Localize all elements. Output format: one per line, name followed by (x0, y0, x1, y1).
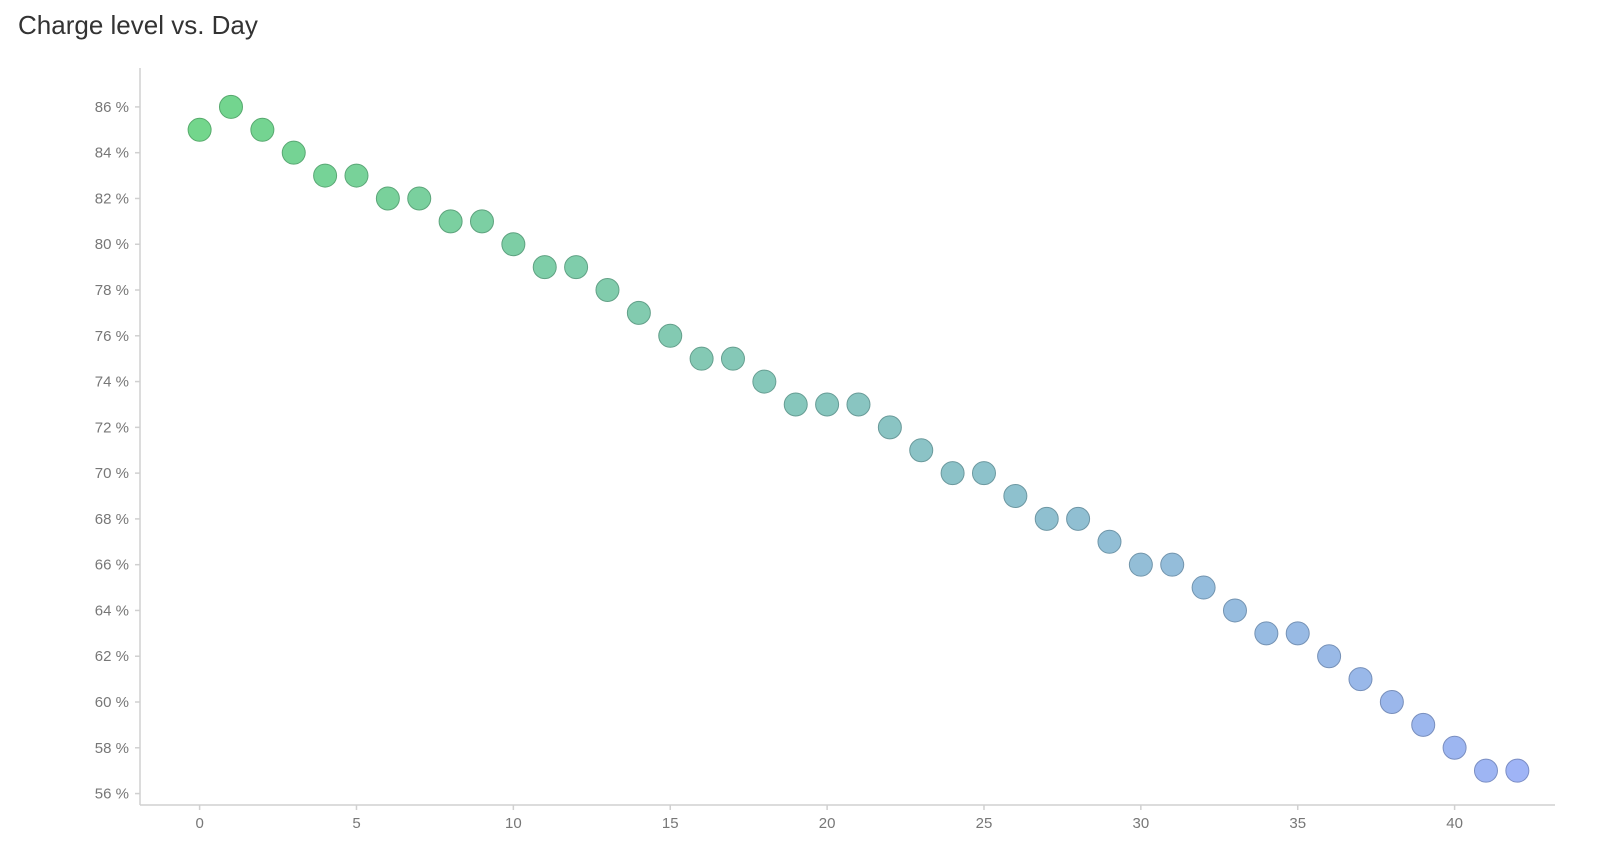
y-tick-label: 82 % (95, 190, 129, 207)
y-tick-label: 62 % (95, 648, 129, 665)
y-tick-label: 60 % (95, 694, 129, 711)
x-tick-label: 25 (976, 815, 993, 832)
data-point (846, 392, 871, 417)
tick-labels: 56 % 58 % 60 % 62 % 64 % 66 % 68 % 70 % 72 % 74 %… (95, 99, 1463, 832)
y-tick-label: 74 % (95, 374, 129, 391)
data-point (752, 369, 777, 394)
data-point (250, 117, 275, 142)
data-point (532, 255, 557, 280)
data-point (1285, 621, 1310, 646)
data-point (595, 278, 620, 303)
x-tick-label: 30 (1133, 815, 1150, 832)
data-point (815, 392, 840, 417)
data-point (1254, 621, 1279, 646)
axes (135, 68, 1555, 810)
data-point (375, 186, 400, 211)
data-point (1034, 506, 1059, 531)
chart-title: Charge level vs. Day (18, 10, 258, 40)
y-tick-label: 56 % (95, 786, 129, 803)
data-point (187, 117, 212, 142)
data-point (313, 163, 338, 188)
x-tick-label: 20 (819, 815, 836, 832)
data-point (940, 461, 965, 486)
y-tick-label: 58 % (95, 740, 129, 757)
data-point (783, 392, 808, 417)
data-point (1473, 758, 1498, 783)
y-tick-label: 78 % (95, 282, 129, 299)
y-tick-label: 64 % (95, 602, 129, 619)
data-point (1411, 712, 1436, 737)
data-point (1317, 644, 1342, 669)
data-point (1066, 506, 1091, 531)
data-points (187, 94, 1530, 783)
y-tick-label: 68 % (95, 511, 129, 528)
data-point (407, 186, 432, 211)
data-point (438, 209, 463, 234)
data-point (877, 415, 902, 440)
data-point (564, 255, 589, 280)
data-point (909, 438, 934, 463)
x-tick-label: 0 (195, 815, 203, 832)
x-tick-label: 40 (1446, 815, 1463, 832)
data-point (689, 346, 714, 371)
data-point (720, 346, 745, 371)
y-tick-label: 66 % (95, 557, 129, 574)
data-point (1097, 529, 1122, 554)
y-tick-label: 80 % (95, 236, 129, 253)
x-tick-label: 5 (352, 815, 360, 832)
x-tick-label: 15 (662, 815, 679, 832)
data-point (501, 232, 526, 257)
x-tick-label: 35 (1289, 815, 1306, 832)
data-point (971, 461, 996, 486)
data-point (1505, 758, 1530, 783)
data-point (1222, 598, 1247, 623)
x-tick-label: 10 (505, 815, 522, 832)
data-point (218, 94, 243, 119)
data-point (1191, 575, 1216, 600)
data-point (344, 163, 369, 188)
data-point (1003, 484, 1028, 509)
y-tick-label: 70 % (95, 465, 129, 482)
data-point (1379, 690, 1404, 715)
data-point (1442, 735, 1467, 760)
data-point (1128, 552, 1153, 577)
y-tick-label: 76 % (95, 328, 129, 345)
data-point (1348, 667, 1373, 692)
data-point (469, 209, 494, 234)
y-tick-label: 86 % (95, 99, 129, 116)
data-point (626, 300, 651, 325)
data-point (658, 323, 683, 348)
data-point (281, 140, 306, 165)
y-tick-label: 72 % (95, 419, 129, 436)
data-point (1160, 552, 1185, 577)
y-tick-label: 84 % (95, 145, 129, 162)
